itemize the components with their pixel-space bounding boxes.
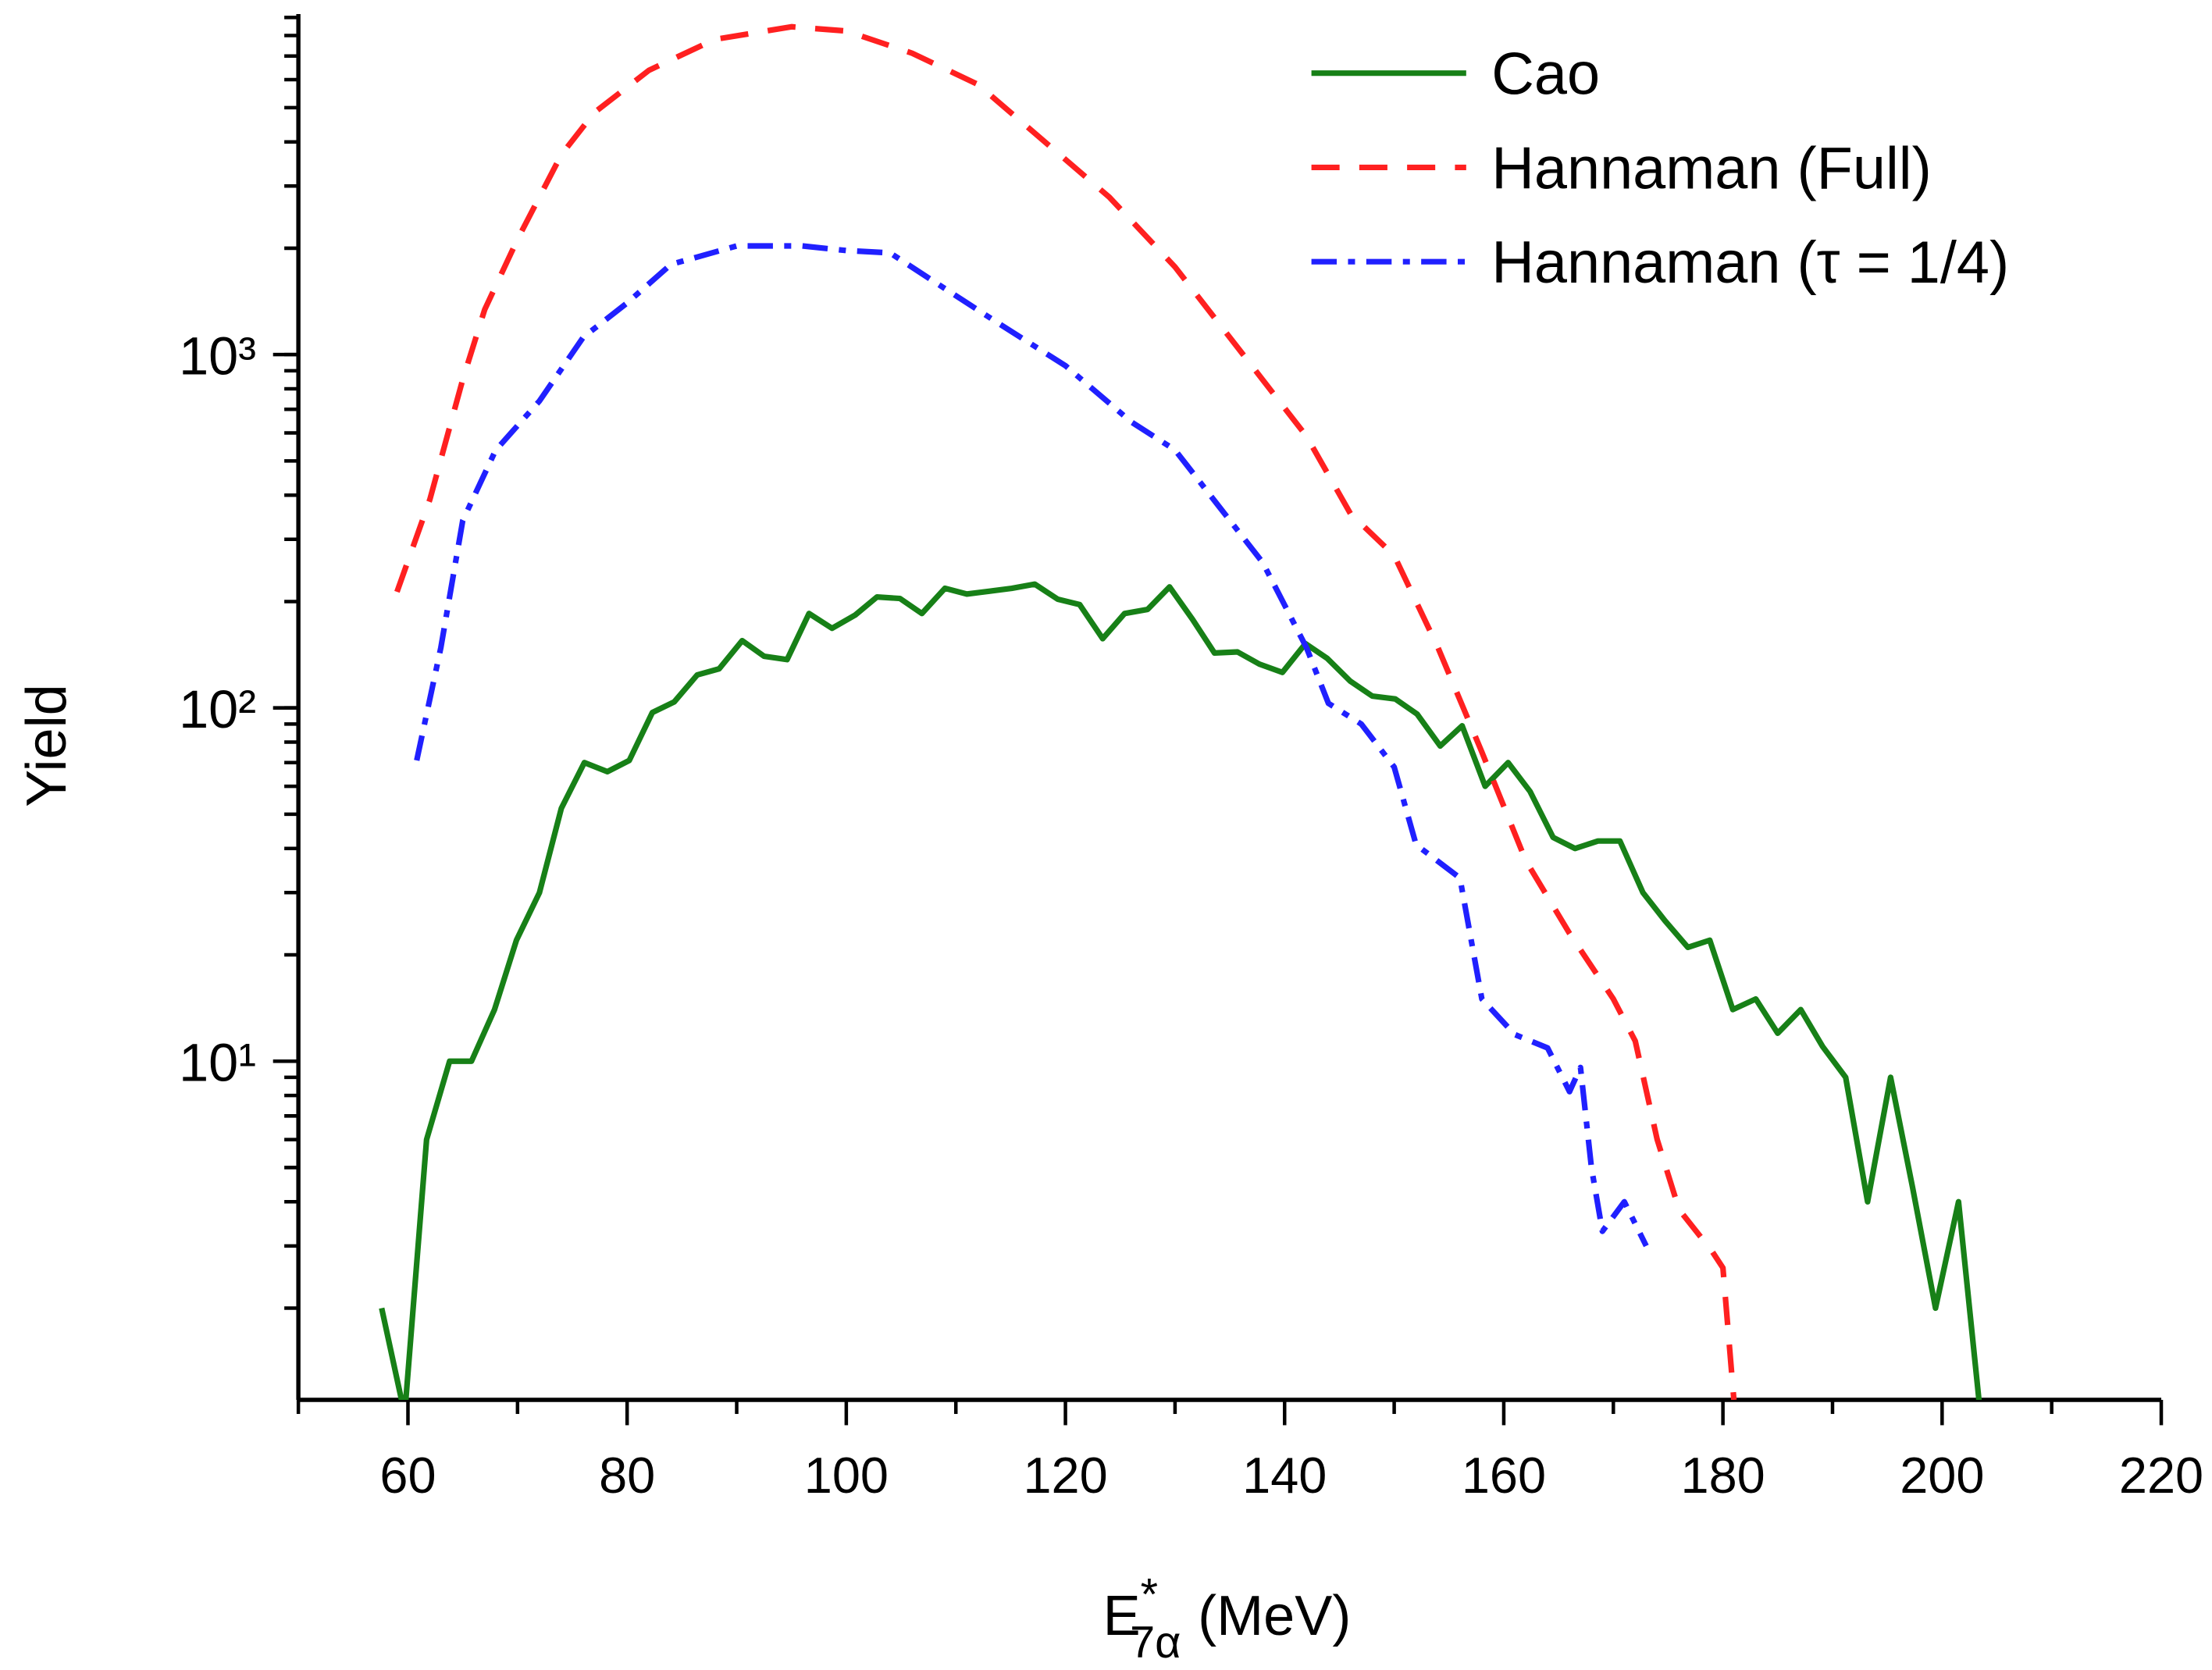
legend-label: Cao [1491, 41, 1600, 108]
y-tick-label: 10² [179, 679, 256, 739]
x-tick-label: 100 [804, 1447, 889, 1504]
x-tick-label: 160 [1462, 1447, 1546, 1504]
x-tick-label: 180 [1681, 1447, 1765, 1504]
x-label-unit: (MeV) [1198, 1585, 1351, 1647]
y-axis-label: Yield [16, 684, 78, 807]
legend-label: Hannaman (Full) [1491, 135, 1932, 201]
x-tick-label: 140 [1242, 1447, 1327, 1504]
x-label-subscript: 7α [1130, 1618, 1181, 1668]
x-label-superscript: * [1141, 1570, 1158, 1620]
y-tick-label: 10³ [179, 326, 256, 386]
y-tick-label: 10¹ [179, 1032, 256, 1092]
series-line [394, 23, 1737, 1401]
plot-area [379, 23, 1982, 1401]
x-tick-label: 60 [379, 1447, 436, 1504]
x-label-base: E [1103, 1585, 1141, 1647]
x-tick-label: 220 [2119, 1447, 2203, 1504]
x-tick-label: 80 [599, 1447, 655, 1504]
series-line [379, 581, 1982, 1401]
x-axis-label: E* 7α (MeV) [1103, 1570, 1352, 1668]
x-tick-label: 120 [1023, 1447, 1107, 1504]
legend-label: Hannaman (τ = 1/4) [1491, 230, 2009, 296]
x-tick-label: 200 [1900, 1447, 1984, 1504]
series-line [414, 243, 1649, 1248]
